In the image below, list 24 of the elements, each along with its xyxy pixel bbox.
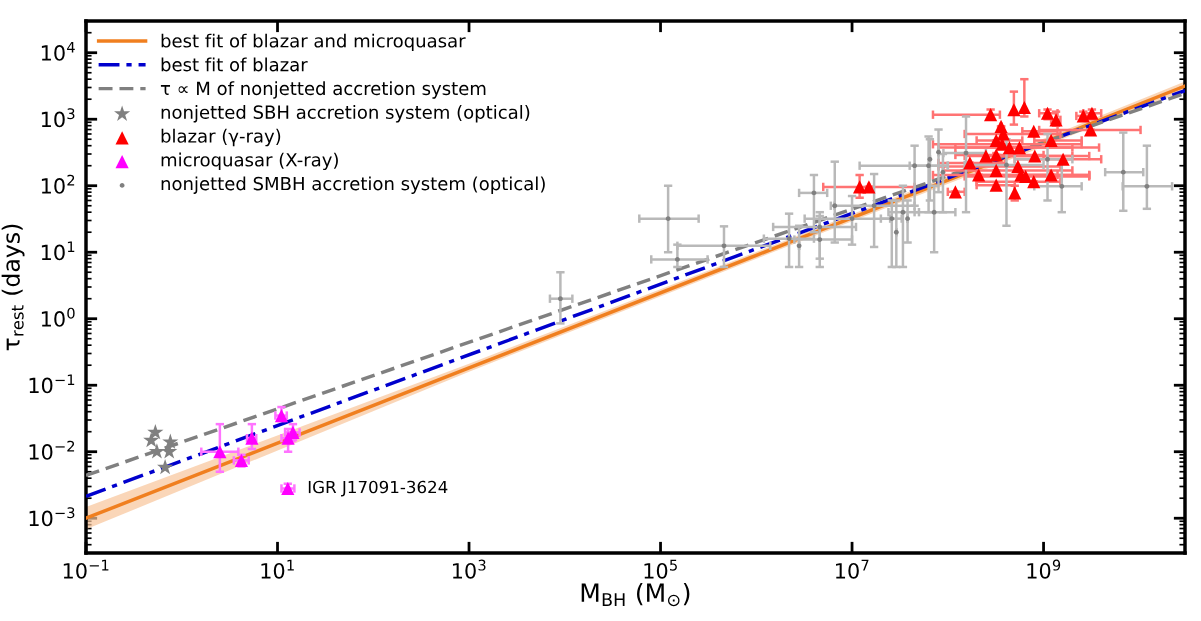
legend-label: best fit of blazar xyxy=(161,57,308,72)
legend-label: nonjetted SMBH accretion system (optical) xyxy=(161,176,545,194)
x-axis-title: M$_{BH}$ (M$_{⊙}$) xyxy=(581,582,690,607)
y-tick-label: 10$^{−2}$ xyxy=(29,440,75,460)
x-tick-label: 10$^{7}$ xyxy=(836,559,869,579)
legend-label: nonjetted SBH accretion system (optical) xyxy=(161,105,530,123)
legend-label: τ ∝ M of nonjetted accretion system xyxy=(160,81,486,99)
y-tick-label: 10$^{2}$ xyxy=(41,174,75,194)
y-tick-label: 10$^{3}$ xyxy=(41,108,75,128)
y-tick-label: 10$^{1}$ xyxy=(41,241,75,261)
x-tick-label: 10$^{9}$ xyxy=(1027,559,1061,579)
y-tick-label: 10$^{4}$ xyxy=(41,41,75,61)
x-tick-label: 10$^{−1}$ xyxy=(63,559,109,579)
legend-label: best fit of blazar and microquasar xyxy=(161,33,466,52)
annotation: IGR J17091-3624 xyxy=(308,480,448,497)
x-tick-label: 10$^{5}$ xyxy=(644,559,677,579)
y-tick-label: 10$^{0}$ xyxy=(41,307,75,327)
y-tick-label: 10$^{−3}$ xyxy=(29,507,75,527)
x-tick-label: 10$^{1}$ xyxy=(261,559,294,579)
legend-label: microquasar (X-ray) xyxy=(161,152,338,171)
y-tick-label: 10$^{−1}$ xyxy=(29,374,75,394)
x-tick-label: 10$^{3}$ xyxy=(452,559,486,579)
legend-label: blazar (γ-ray) xyxy=(161,128,281,147)
y-axis-title: τ$_{rest}$ (days) xyxy=(1,224,25,351)
